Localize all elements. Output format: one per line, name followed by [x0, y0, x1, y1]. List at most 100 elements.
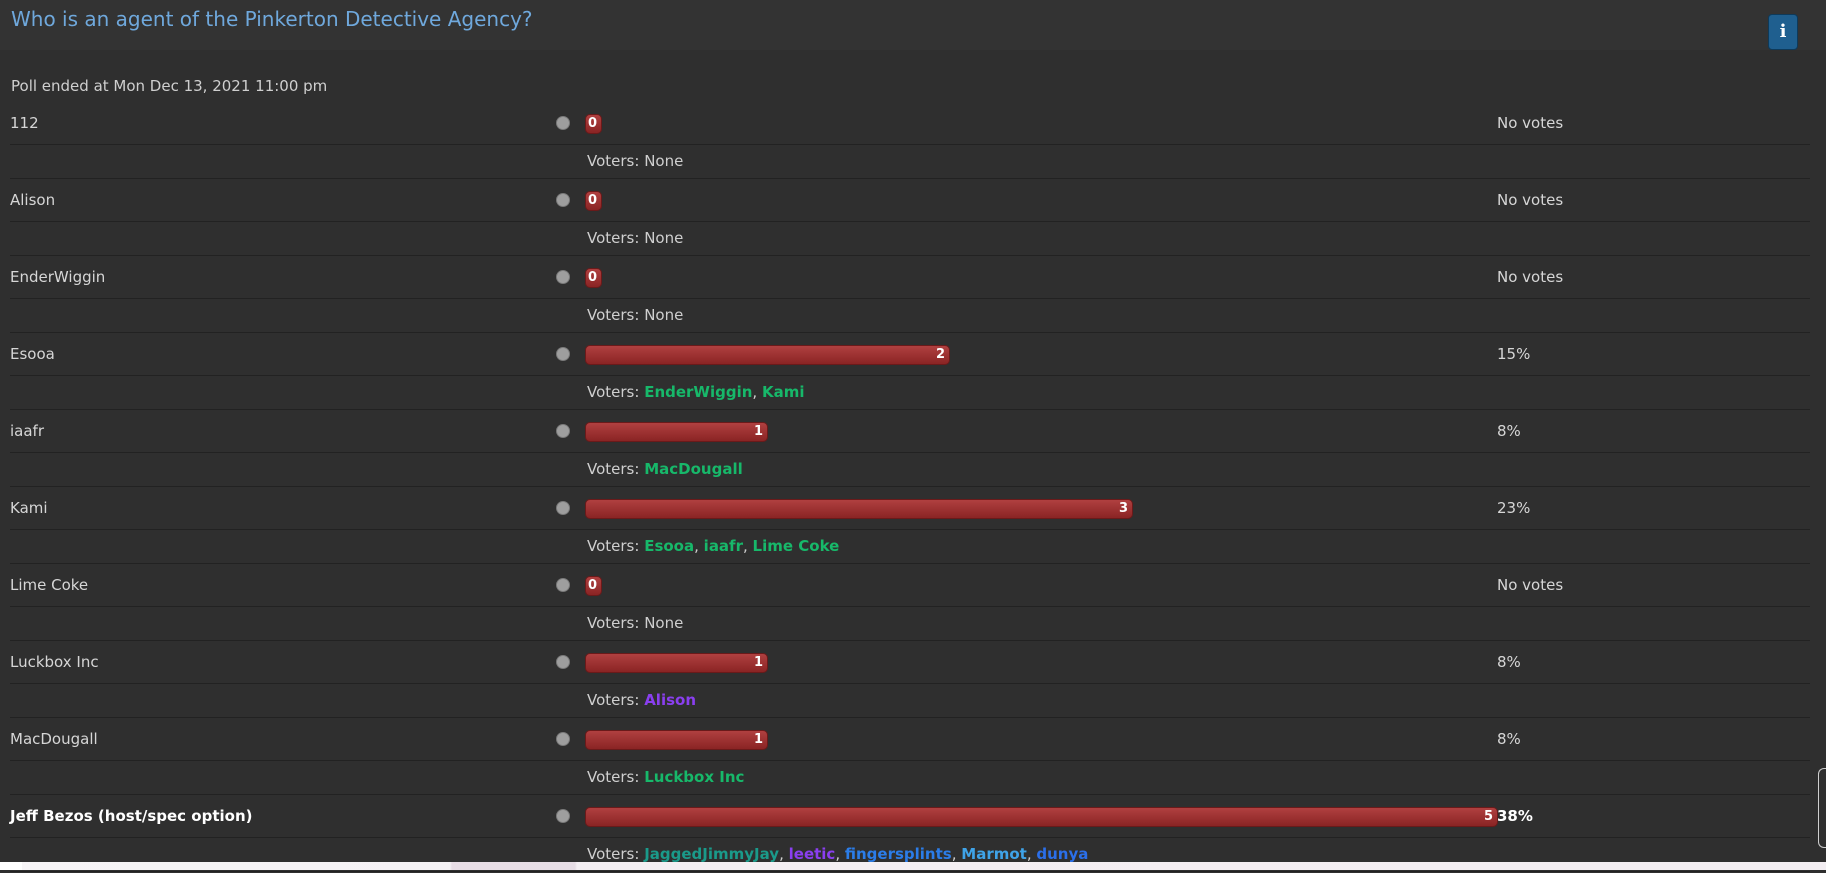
voters-none: None [644, 614, 684, 632]
poll-option-result: 8% [1497, 653, 1521, 671]
poll-option: Kami 3 23% Voters: Esooa, iaafr, Lime Coke [10, 489, 1810, 565]
voter-link[interactable]: Luckbox Inc [644, 768, 745, 786]
poll-option-row: 112 0 No votes [10, 104, 1810, 145]
voter-link[interactable]: Kami [761, 383, 805, 401]
poll-option-radio[interactable] [556, 578, 570, 592]
poll-option-row: Luckbox Inc 1 8% [10, 643, 1810, 684]
poll-option-radio[interactable] [556, 424, 570, 438]
poll-option-row: Alison 0 No votes [10, 181, 1810, 222]
voter-separator: , [742, 537, 753, 555]
poll-ended-text: Poll ended at Mon Dec 13, 2021 11:00 pm [11, 77, 328, 95]
voter-link[interactable]: iaafr [703, 537, 743, 555]
poll-option-radio[interactable] [556, 501, 570, 515]
poll-option-row: Esooa 2 15% [10, 335, 1810, 376]
poll-option: Jeff Bezos (host/spec option) 5 38% Voters:… [10, 797, 1810, 873]
voters-label: Voters: [587, 537, 640, 555]
poll-option-radio[interactable] [556, 116, 570, 130]
voters-list: Voters: None [587, 614, 683, 632]
poll-option: Lime Coke 0 No votes Voters: None [10, 566, 1810, 642]
voter-link[interactable]: Marmot [961, 845, 1027, 863]
voters-none: None [644, 152, 684, 170]
voters-list: Voters: EnderWiggin, Kami [587, 383, 805, 401]
voters-label: Voters: [587, 306, 640, 324]
voter-link[interactable]: Alison [644, 691, 697, 709]
poll-option-row: MacDougall 1 8% [10, 720, 1810, 761]
poll-option-radio[interactable] [556, 270, 570, 284]
voter-link[interactable]: dunya [1036, 845, 1089, 863]
poll-title-bar: Who is an agent of the Pinkerton Detecti… [0, 0, 1826, 50]
poll-option: Luckbox Inc 1 8% Voters: Alison [10, 643, 1810, 719]
poll-option-result: 23% [1497, 499, 1531, 517]
voters-row: Voters: None [10, 606, 1810, 641]
poll-option-result: No votes [1497, 576, 1564, 594]
vote-count: 5 [1483, 809, 1493, 824]
voter-link[interactable]: fingersplints [844, 845, 952, 863]
poll-option-result: No votes [1497, 268, 1564, 286]
scroll-handle[interactable] [1818, 768, 1826, 848]
voters-row: Voters: EnderWiggin, Kami [10, 375, 1810, 410]
vote-count: 3 [1118, 501, 1128, 516]
bottom-strip [0, 862, 1826, 870]
voters-label: Voters: [587, 383, 640, 401]
poll-option-name: Jeff Bezos (host/spec option) [10, 807, 253, 825]
poll-option-row: EnderWiggin 0 No votes [10, 258, 1810, 299]
poll-option-name: Lime Coke [10, 576, 89, 594]
voter-link[interactable]: MacDougall [644, 460, 743, 478]
vote-count: 1 [753, 655, 763, 670]
poll-option-radio[interactable] [556, 655, 570, 669]
voters-list: Voters: Esooa, iaafr, Lime Coke [587, 537, 839, 555]
poll-option-radio[interactable] [556, 732, 570, 746]
voters-row: Voters: None [10, 221, 1810, 256]
voters-label: Voters: [587, 229, 640, 247]
voters-list: Voters: Luckbox Inc [587, 768, 744, 786]
poll-option-row: Lime Coke 0 No votes [10, 566, 1810, 607]
voters-label: Voters: [587, 614, 640, 632]
voter-separator: , [835, 845, 845, 863]
vote-count: 0 [587, 578, 597, 593]
poll-option-result: 38% [1497, 807, 1533, 825]
voters-row: Voters: None [10, 144, 1810, 179]
poll-option-row: iaafr 1 8% [10, 412, 1810, 453]
voters-label: Voters: [587, 768, 640, 786]
poll-option-radio[interactable] [556, 193, 570, 207]
vote-bar: 3 [585, 499, 1133, 519]
poll-option-name: Kami [10, 499, 48, 517]
vote-count: 2 [935, 347, 945, 362]
poll-option: Esooa 2 15% Voters: EnderWiggin, Kami [10, 335, 1810, 411]
poll-option-result: No votes [1497, 191, 1564, 209]
poll-option-row: Jeff Bezos (host/spec option) 5 38% [10, 797, 1810, 838]
voters-label: Voters: [587, 691, 640, 709]
poll-option-radio[interactable] [556, 809, 570, 823]
info-button[interactable]: i [1768, 14, 1798, 50]
voters-label: Voters: [587, 845, 640, 863]
poll-option: 112 0 No votes Voters: None [10, 104, 1810, 180]
poll-option-name: 112 [10, 114, 39, 132]
vote-count: 0 [587, 193, 597, 208]
voter-link[interactable]: JaggedJimmyJay [644, 845, 780, 863]
voters-list: Voters: None [587, 152, 683, 170]
poll-option-radio[interactable] [556, 347, 570, 361]
voter-separator: , [694, 537, 704, 555]
vote-count: 1 [753, 424, 763, 439]
poll-option: EnderWiggin 0 No votes Voters: None [10, 258, 1810, 334]
voter-link[interactable]: Esooa [644, 537, 695, 555]
voters-label: Voters: [587, 460, 640, 478]
voter-link[interactable]: leetic [788, 845, 836, 863]
poll-option-result: 8% [1497, 730, 1521, 748]
voter-link[interactable]: EnderWiggin [644, 383, 753, 401]
vote-count: 0 [587, 270, 597, 285]
poll-option-row: Kami 3 23% [10, 489, 1810, 530]
voters-list: Voters: MacDougall [587, 460, 743, 478]
vote-count: 0 [587, 116, 597, 131]
vote-bar: 2 [585, 345, 950, 365]
poll-option-result: 8% [1497, 422, 1521, 440]
vote-bar: 1 [585, 653, 768, 673]
vote-count: 1 [753, 732, 763, 747]
vote-bar: 0 [585, 114, 602, 134]
poll-option-name: Alison [10, 191, 56, 209]
voter-separator: , [951, 845, 962, 863]
voter-link[interactable]: Lime Coke [752, 537, 840, 555]
voter-separator: , [752, 383, 762, 401]
poll-option: MacDougall 1 8% Voters: Luckbox Inc [10, 720, 1810, 796]
poll-option: Alison 0 No votes Voters: None [10, 181, 1810, 257]
